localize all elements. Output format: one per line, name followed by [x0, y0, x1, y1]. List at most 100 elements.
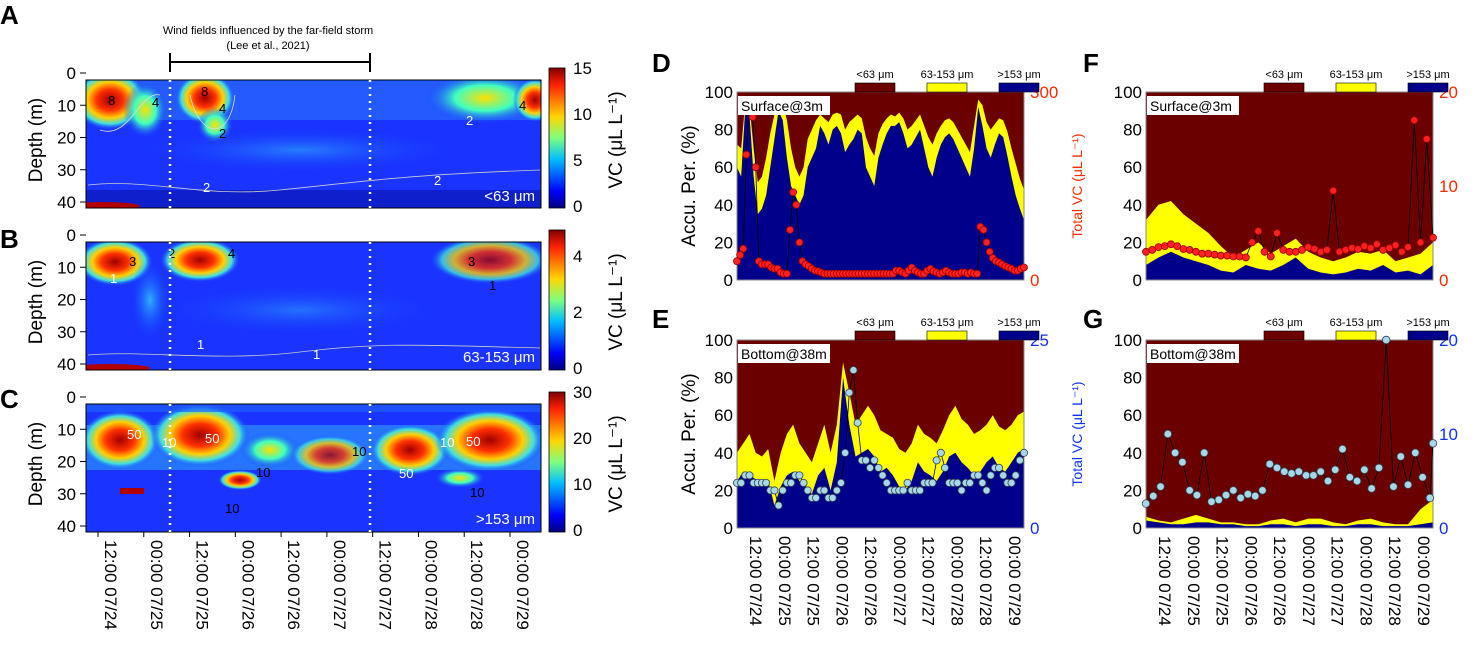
area-series	[1146, 520, 1433, 528]
legend-swatch	[1263, 82, 1305, 93]
x-tick-label: 00:00 07/27	[1299, 536, 1318, 626]
total-point	[778, 486, 787, 495]
legend-label: 63-153 μm	[921, 317, 974, 329]
total-point	[828, 493, 837, 502]
colorbar-tick: 0	[573, 521, 582, 540]
area-series	[737, 107, 1024, 280]
x-tick-label: 12:00 07/26	[284, 540, 303, 630]
contour-label: 1	[197, 337, 204, 352]
y-tick-label: 0	[724, 519, 733, 538]
total-point	[1323, 246, 1331, 254]
colorbar-tick: 20	[573, 429, 592, 448]
y-tick-label: 0	[67, 388, 76, 407]
x-tick-label: 12:00 07/25	[193, 540, 212, 630]
y-tick-label: 10	[57, 420, 76, 439]
total-point	[870, 456, 879, 465]
total-point	[974, 471, 983, 480]
total-point	[982, 238, 991, 247]
total-point	[982, 486, 991, 495]
total-point	[1338, 444, 1347, 454]
panel-letter-g: G	[1083, 304, 1103, 334]
total-point	[1429, 233, 1437, 242]
total-point	[1149, 491, 1158, 501]
x-tick-label: 12:00 07/27	[1328, 536, 1347, 626]
y2-tick-label: 0	[1030, 271, 1039, 290]
total-point	[1156, 482, 1165, 491]
total-point	[742, 150, 751, 159]
total-point	[812, 493, 821, 502]
area-series	[1146, 340, 1433, 528]
total-point	[1250, 491, 1260, 501]
y-tick-label: 30	[57, 323, 76, 342]
contour-label: 1	[489, 278, 496, 293]
location-bg	[1147, 96, 1239, 115]
x-tick-label: 00:00 07/25	[1184, 536, 1203, 626]
y-tick-label: 20	[57, 291, 76, 310]
total-point	[1404, 243, 1412, 252]
total-point	[1170, 448, 1180, 457]
x-tick-label: 12:00 07/24	[1155, 536, 1174, 626]
legend-swatch	[854, 330, 896, 341]
y-tick-label: 80	[714, 369, 733, 388]
total-point	[1178, 458, 1187, 467]
size-class-label: >153 μm	[476, 511, 535, 528]
total-point	[1287, 469, 1296, 478]
total-point	[899, 486, 908, 495]
total-point	[999, 471, 1008, 480]
total-point	[1200, 448, 1209, 457]
total-point	[1316, 467, 1325, 476]
colorbar-c: 0 10 20 30 VC (μL L⁻¹)	[548, 383, 627, 540]
colorbar-tick: 30	[573, 383, 592, 402]
contour-label: 50	[399, 466, 413, 481]
colorbar-b: 0 2 4 VC (μL L⁻¹)	[548, 229, 627, 378]
legend-label: <63 μm	[1265, 69, 1302, 81]
total-point	[1416, 238, 1425, 247]
y-tick-label: 30	[57, 161, 76, 180]
location-bg	[738, 344, 830, 363]
total-point	[770, 486, 779, 495]
colorbar-tick: 0	[573, 197, 582, 216]
heatmap-panel-a: 8 4 8 4 2 2 2 2 4 <63 μm	[85, 79, 542, 209]
x-tick-labels-c: 12:00 07/24 00:00 07/25 12:00 07/25 00:00 0…	[97, 532, 532, 630]
total-point	[1347, 244, 1356, 252]
y-tick-label: 30	[57, 485, 76, 504]
total-point	[849, 366, 858, 375]
contour-label: 2	[466, 113, 473, 128]
total-point	[1273, 229, 1281, 237]
y-tick-label: 40	[57, 193, 76, 212]
total-point	[957, 486, 966, 495]
total-point	[1374, 463, 1384, 473]
panel-letter-e: E	[652, 304, 669, 334]
total-point	[1265, 459, 1274, 469]
x-tick-label: 12:00 07/28	[976, 536, 995, 626]
total-point	[745, 471, 754, 480]
panel-letter-c: C	[0, 384, 19, 414]
total-point	[1360, 465, 1369, 474]
total-point	[1179, 245, 1188, 253]
total-point	[1411, 448, 1420, 457]
total-point	[916, 486, 925, 495]
x-tick-label: 00:00 07/25	[147, 540, 166, 630]
y-tick-label: 80	[1123, 369, 1142, 388]
x-tick-label: 12:00 07/28	[467, 540, 486, 630]
y-tick-label: 0	[724, 271, 733, 290]
total-point	[1154, 243, 1163, 252]
y-tick-label: 80	[714, 121, 733, 140]
y-tick-label: 20	[1123, 481, 1142, 500]
total-point	[1382, 335, 1391, 345]
contour-label: 10	[256, 465, 270, 480]
y-tick-label: 60	[1123, 406, 1142, 425]
panel-letter-f: F	[1083, 48, 1099, 78]
total-point	[1223, 251, 1232, 260]
legend-label: <63 μm	[1265, 317, 1302, 329]
y2-axis-label: Total VC (μL L⁻¹)	[1069, 381, 1085, 486]
total-point	[1243, 489, 1253, 499]
colorbar-label: VC (μL L⁻¹)	[606, 415, 627, 512]
total-point	[786, 225, 794, 234]
legend-swatch	[1263, 330, 1305, 341]
x-tick-label: 12:00 07/28	[1385, 536, 1404, 626]
y-tick-label: 100	[705, 83, 733, 102]
y-tick-label: 40	[1123, 444, 1142, 463]
